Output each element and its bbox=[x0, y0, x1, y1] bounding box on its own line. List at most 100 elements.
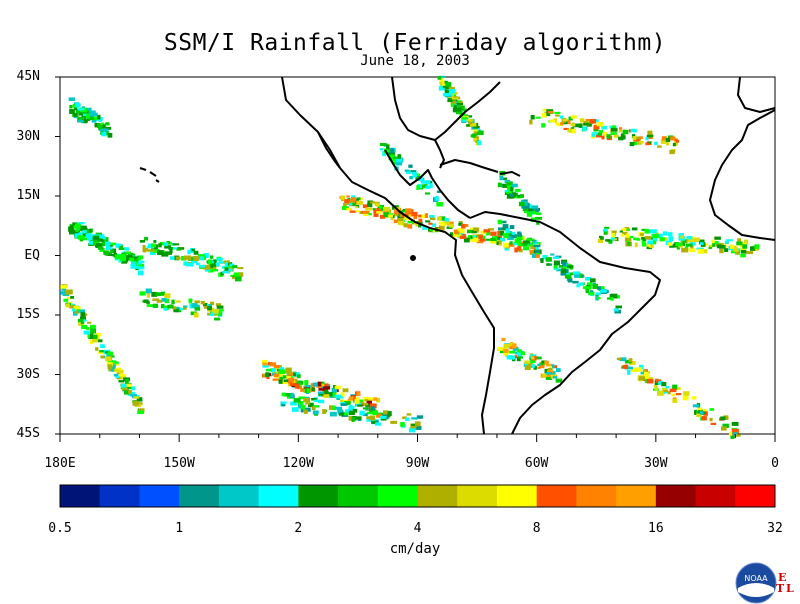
rain-cell bbox=[746, 251, 754, 255]
rain-cell bbox=[356, 200, 363, 205]
rain-cell bbox=[142, 245, 146, 249]
rain-cell bbox=[473, 227, 480, 232]
rain-cell bbox=[669, 245, 675, 248]
colorbar-swatch bbox=[616, 485, 657, 507]
rain-cell bbox=[736, 248, 743, 253]
rain-cell bbox=[560, 122, 565, 125]
rain-cell bbox=[329, 411, 337, 417]
rain-cell bbox=[642, 369, 647, 373]
rain-cell bbox=[87, 237, 94, 241]
rain-cell bbox=[215, 262, 220, 267]
rain-cell bbox=[466, 119, 474, 122]
rain-cell bbox=[682, 239, 687, 243]
rain-cell bbox=[75, 109, 81, 114]
rain-cell bbox=[743, 239, 749, 245]
rain-cell bbox=[321, 383, 329, 386]
rain-cell bbox=[549, 119, 556, 123]
rain-cell bbox=[696, 413, 702, 417]
rain-cell bbox=[102, 124, 106, 128]
rain-cell bbox=[734, 247, 739, 252]
rain-cell bbox=[639, 364, 644, 370]
rain-cell bbox=[70, 224, 76, 228]
rain-cell bbox=[518, 356, 523, 359]
rain-cell bbox=[334, 385, 341, 390]
rain-cell bbox=[703, 408, 707, 413]
lab-letters-mark: E T L bbox=[776, 571, 794, 594]
rain-cell bbox=[495, 235, 503, 239]
rain-cell bbox=[175, 256, 181, 260]
rain-cell bbox=[77, 225, 85, 229]
rain-cell bbox=[373, 209, 378, 214]
rain-cell bbox=[553, 265, 558, 269]
rain-cell bbox=[630, 367, 637, 372]
rain-cell bbox=[330, 405, 336, 411]
rain-cell bbox=[340, 392, 345, 397]
rain-cell bbox=[300, 404, 306, 410]
rain-cell bbox=[517, 231, 521, 237]
rain-cell bbox=[578, 273, 583, 279]
rain-cell bbox=[346, 195, 350, 198]
rain-cell bbox=[537, 363, 541, 367]
rain-cell bbox=[119, 369, 124, 374]
rain-cell bbox=[481, 235, 486, 241]
rain-cell bbox=[429, 228, 435, 232]
rain-cell bbox=[641, 242, 647, 247]
rain-cell bbox=[541, 112, 547, 118]
rain-cell bbox=[289, 382, 296, 386]
rain-cell bbox=[473, 130, 478, 136]
rain-cell bbox=[490, 231, 497, 236]
rain-cell bbox=[156, 299, 163, 303]
colorbar-swatch bbox=[655, 485, 697, 507]
rain-cell bbox=[736, 241, 743, 246]
rain-cell bbox=[413, 214, 418, 220]
rain-cell bbox=[502, 184, 508, 188]
rain-cell bbox=[428, 222, 433, 225]
rain-cell bbox=[567, 128, 572, 133]
rain-cell bbox=[438, 85, 446, 91]
rain-cell bbox=[507, 188, 511, 192]
rain-cell bbox=[586, 123, 592, 127]
rain-cell bbox=[80, 321, 85, 325]
rain-cell bbox=[536, 356, 542, 360]
rain-cell bbox=[502, 224, 509, 229]
galapagos bbox=[410, 255, 416, 261]
lab-letter-e: E bbox=[778, 571, 787, 584]
rain-cell bbox=[696, 247, 704, 250]
rain-cell bbox=[408, 164, 413, 168]
rain-cell bbox=[458, 222, 463, 226]
rain-cell bbox=[127, 252, 134, 256]
rain-cell bbox=[672, 384, 678, 390]
rain-cell bbox=[466, 124, 473, 127]
rain-cell bbox=[661, 136, 667, 141]
colorbar-swatch bbox=[496, 485, 538, 507]
rain-cell bbox=[406, 413, 412, 416]
rain-cell bbox=[118, 244, 123, 248]
rain-cell bbox=[646, 134, 654, 138]
rain-cell bbox=[344, 199, 350, 203]
rain-cell bbox=[462, 108, 468, 112]
rain-cell bbox=[100, 355, 105, 359]
rain-cell bbox=[172, 243, 180, 246]
rain-cell bbox=[646, 244, 651, 247]
rain-cell bbox=[590, 278, 596, 283]
rain-cell bbox=[114, 369, 119, 372]
rain-cell bbox=[552, 256, 559, 260]
rain-cell bbox=[89, 333, 94, 339]
rain-cell bbox=[295, 380, 303, 385]
rain-cell bbox=[440, 223, 447, 227]
rain-cell bbox=[447, 98, 453, 101]
rain-cell bbox=[265, 368, 272, 372]
rain-cell bbox=[297, 401, 304, 406]
lat-tick-label: 15S bbox=[16, 307, 40, 322]
rain-cell bbox=[472, 235, 477, 238]
rain-cell bbox=[497, 230, 503, 235]
rain-cell bbox=[143, 299, 149, 304]
rain-cell bbox=[436, 190, 441, 193]
rain-cell bbox=[417, 184, 422, 189]
rain-cell bbox=[74, 310, 80, 314]
rain-cell bbox=[591, 133, 596, 137]
rain-cell bbox=[440, 77, 444, 81]
rain-cell bbox=[99, 349, 105, 353]
rain-cell bbox=[283, 379, 291, 383]
